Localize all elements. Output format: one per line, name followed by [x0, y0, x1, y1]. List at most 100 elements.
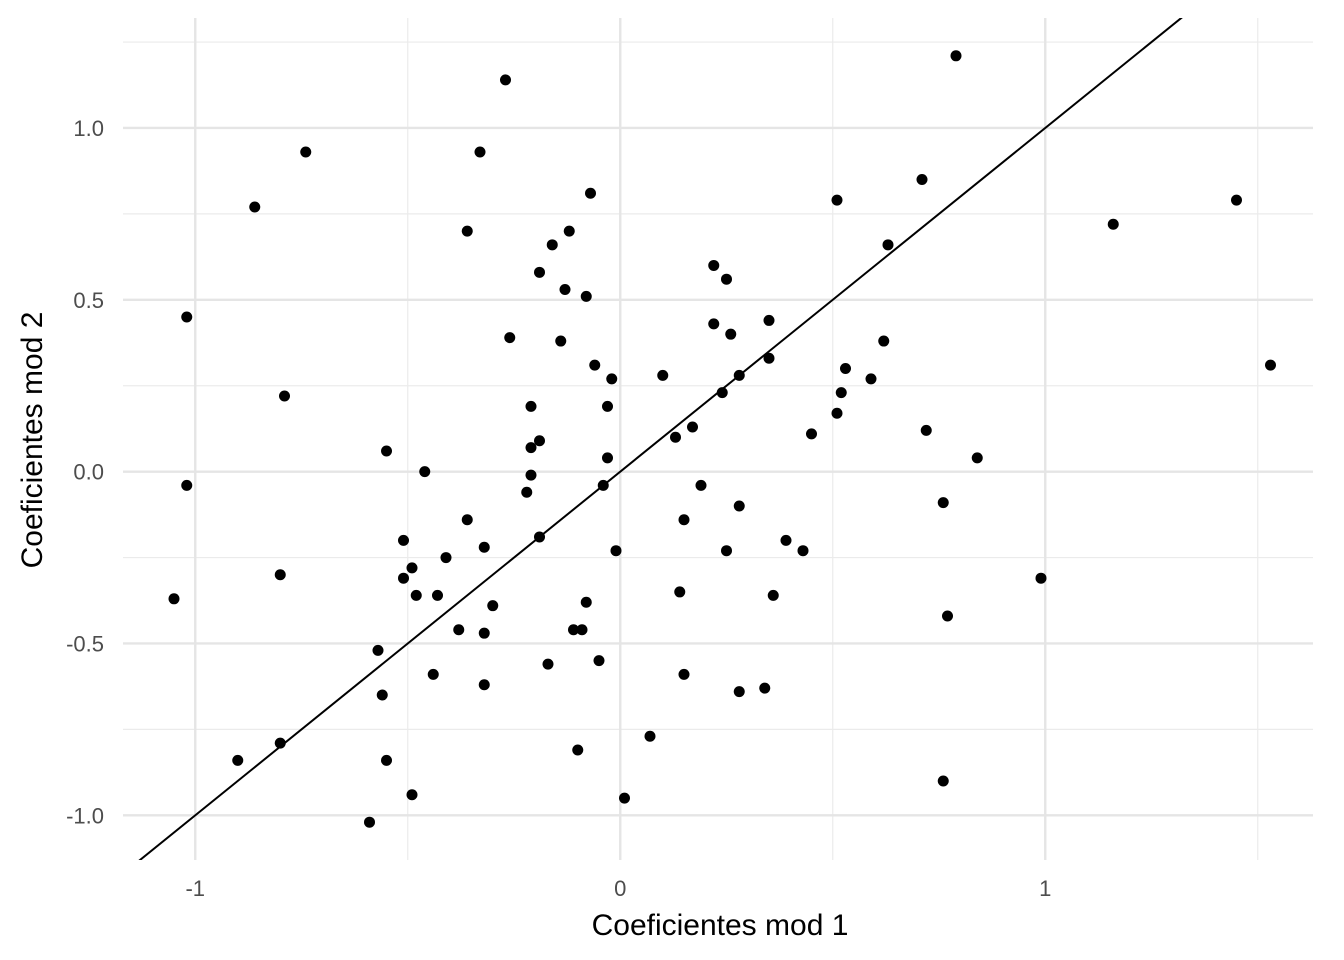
- point: [461, 514, 473, 526]
- point: [534, 266, 545, 278]
- point: [593, 655, 605, 667]
- point: [453, 624, 465, 636]
- point: [687, 421, 698, 433]
- point: [398, 534, 409, 546]
- point: [381, 754, 392, 766]
- point: [542, 658, 554, 670]
- point: [580, 596, 592, 608]
- point: [670, 431, 681, 443]
- point: [840, 363, 851, 375]
- point: [568, 624, 579, 636]
- point: [525, 442, 537, 454]
- point: [733, 686, 745, 698]
- point: [708, 259, 720, 271]
- point: [708, 318, 720, 330]
- point: [619, 792, 630, 804]
- point: [602, 400, 613, 412]
- point: [372, 644, 384, 656]
- y-tick-label: -1.0: [66, 803, 104, 828]
- point: [882, 239, 894, 251]
- point: [725, 328, 737, 340]
- point: [1107, 218, 1119, 230]
- y-tick-label: 1.0: [73, 116, 104, 141]
- point: [249, 201, 261, 213]
- point: [589, 359, 601, 371]
- point: [461, 225, 473, 237]
- x-tick-label: 1: [1039, 876, 1051, 901]
- point: [920, 424, 932, 436]
- point: [602, 452, 613, 464]
- point: [937, 775, 949, 787]
- point: [478, 541, 490, 553]
- point: [763, 314, 775, 326]
- point: [937, 497, 949, 509]
- reference-line: [138, 18, 1183, 860]
- point: [576, 624, 588, 636]
- y-axis-title: Coeficientes mod 2: [16, 312, 49, 569]
- plot-area: [138, 18, 1276, 860]
- x-axis-title: Coeficientes mod 1: [592, 909, 849, 942]
- point: [971, 452, 983, 464]
- point: [767, 589, 779, 601]
- point: [300, 146, 312, 158]
- point: [232, 754, 244, 766]
- y-tick-label: 0.0: [73, 460, 104, 485]
- point: [1265, 359, 1276, 371]
- point: [835, 387, 847, 399]
- point: [678, 514, 690, 526]
- point: [674, 586, 686, 598]
- point: [406, 562, 418, 574]
- point: [525, 400, 537, 412]
- point: [525, 469, 537, 481]
- grid: [123, 18, 1313, 860]
- point: [432, 589, 443, 601]
- point: [916, 174, 928, 186]
- point: [695, 479, 707, 491]
- y-tick-label: -0.5: [66, 631, 104, 656]
- point: [478, 627, 490, 639]
- point: [474, 146, 486, 158]
- point: [410, 589, 422, 601]
- point: [733, 500, 745, 512]
- point: [644, 730, 656, 742]
- point: [797, 545, 809, 557]
- point: [427, 668, 439, 680]
- point: [546, 239, 558, 251]
- y-tick-label: 0.5: [73, 288, 104, 313]
- x-tick-label: -1: [185, 876, 205, 901]
- point: [181, 311, 193, 323]
- point: [555, 335, 567, 347]
- point: [504, 332, 516, 344]
- point: [721, 273, 732, 285]
- point: [406, 789, 418, 801]
- point: [376, 689, 388, 701]
- x-tick-label: 0: [614, 876, 626, 901]
- point: [878, 335, 890, 347]
- point: [597, 479, 609, 491]
- point: [678, 668, 690, 680]
- point: [733, 369, 745, 381]
- point: [657, 369, 669, 381]
- point: [759, 682, 771, 694]
- point: [381, 445, 392, 457]
- point: [1231, 194, 1242, 206]
- point: [721, 545, 732, 557]
- point: [398, 572, 409, 584]
- point: [274, 737, 286, 749]
- point: [610, 545, 622, 557]
- point: [572, 744, 584, 756]
- point: [534, 531, 545, 543]
- point: [559, 284, 571, 296]
- point: [831, 194, 843, 206]
- point: [168, 593, 180, 605]
- point: [806, 428, 817, 440]
- point: [521, 486, 533, 498]
- point: [478, 679, 490, 691]
- point: [563, 225, 575, 237]
- point: [440, 552, 452, 564]
- point: [606, 373, 618, 385]
- point: [274, 569, 286, 581]
- point: [500, 74, 511, 86]
- point: [534, 435, 545, 447]
